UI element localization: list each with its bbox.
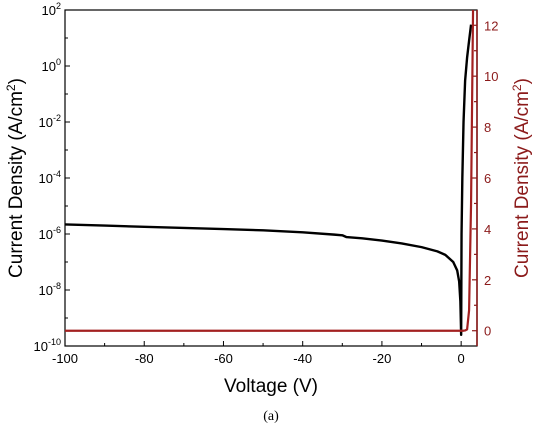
right-y-tick-label: 4: [484, 222, 491, 237]
x-tick-label: -100: [52, 351, 78, 366]
right-y-axis-ticks: 0 2 4 6 8 10 12: [472, 18, 498, 339]
x-tick-label: 0: [458, 351, 465, 366]
left-y-tick-label: 10-8: [39, 281, 61, 298]
panel-label: (a): [263, 409, 279, 424]
series-group: [65, 10, 475, 337]
left-y-tick-label: 10-2: [39, 113, 61, 130]
left-y-tick-label: 100: [42, 57, 61, 74]
log-current-density-line: [65, 24, 473, 337]
right-y-tick-label: 2: [484, 273, 491, 288]
right-y-tick-label: 0: [484, 324, 491, 339]
right-y-tick-label: 10: [484, 69, 498, 84]
left-y-tick-label: 10-6: [39, 225, 61, 242]
right-y-tick-label: 12: [484, 18, 498, 33]
left-y-axis-title: Current Density (A/cm2): [4, 78, 27, 278]
right-y-axis-title: Current Density (A/cm2): [510, 78, 533, 278]
right-y-tick-label: 6: [484, 171, 491, 186]
plot-frame: [64, 9, 478, 347]
right-y-tick-label: 8: [484, 120, 491, 135]
x-tick-label: -40: [293, 351, 312, 366]
x-axis-ticks: -100 -80 -60 -40 -20 0: [52, 341, 465, 366]
linear-current-density-line: [65, 10, 475, 332]
left-y-tick-label: 10-4: [39, 169, 61, 186]
left-y-axis-ticks: 10-10 10-8 10-6 10-4 10-2 100 102: [34, 1, 70, 354]
x-axis-title: Voltage (V): [224, 376, 318, 397]
left-y-tick-label: 102: [42, 1, 61, 18]
x-tick-label: -60: [214, 351, 233, 366]
x-tick-label: -20: [373, 351, 392, 366]
left-y-tick-label: 10-10: [34, 337, 61, 354]
x-tick-label: -80: [135, 351, 154, 366]
